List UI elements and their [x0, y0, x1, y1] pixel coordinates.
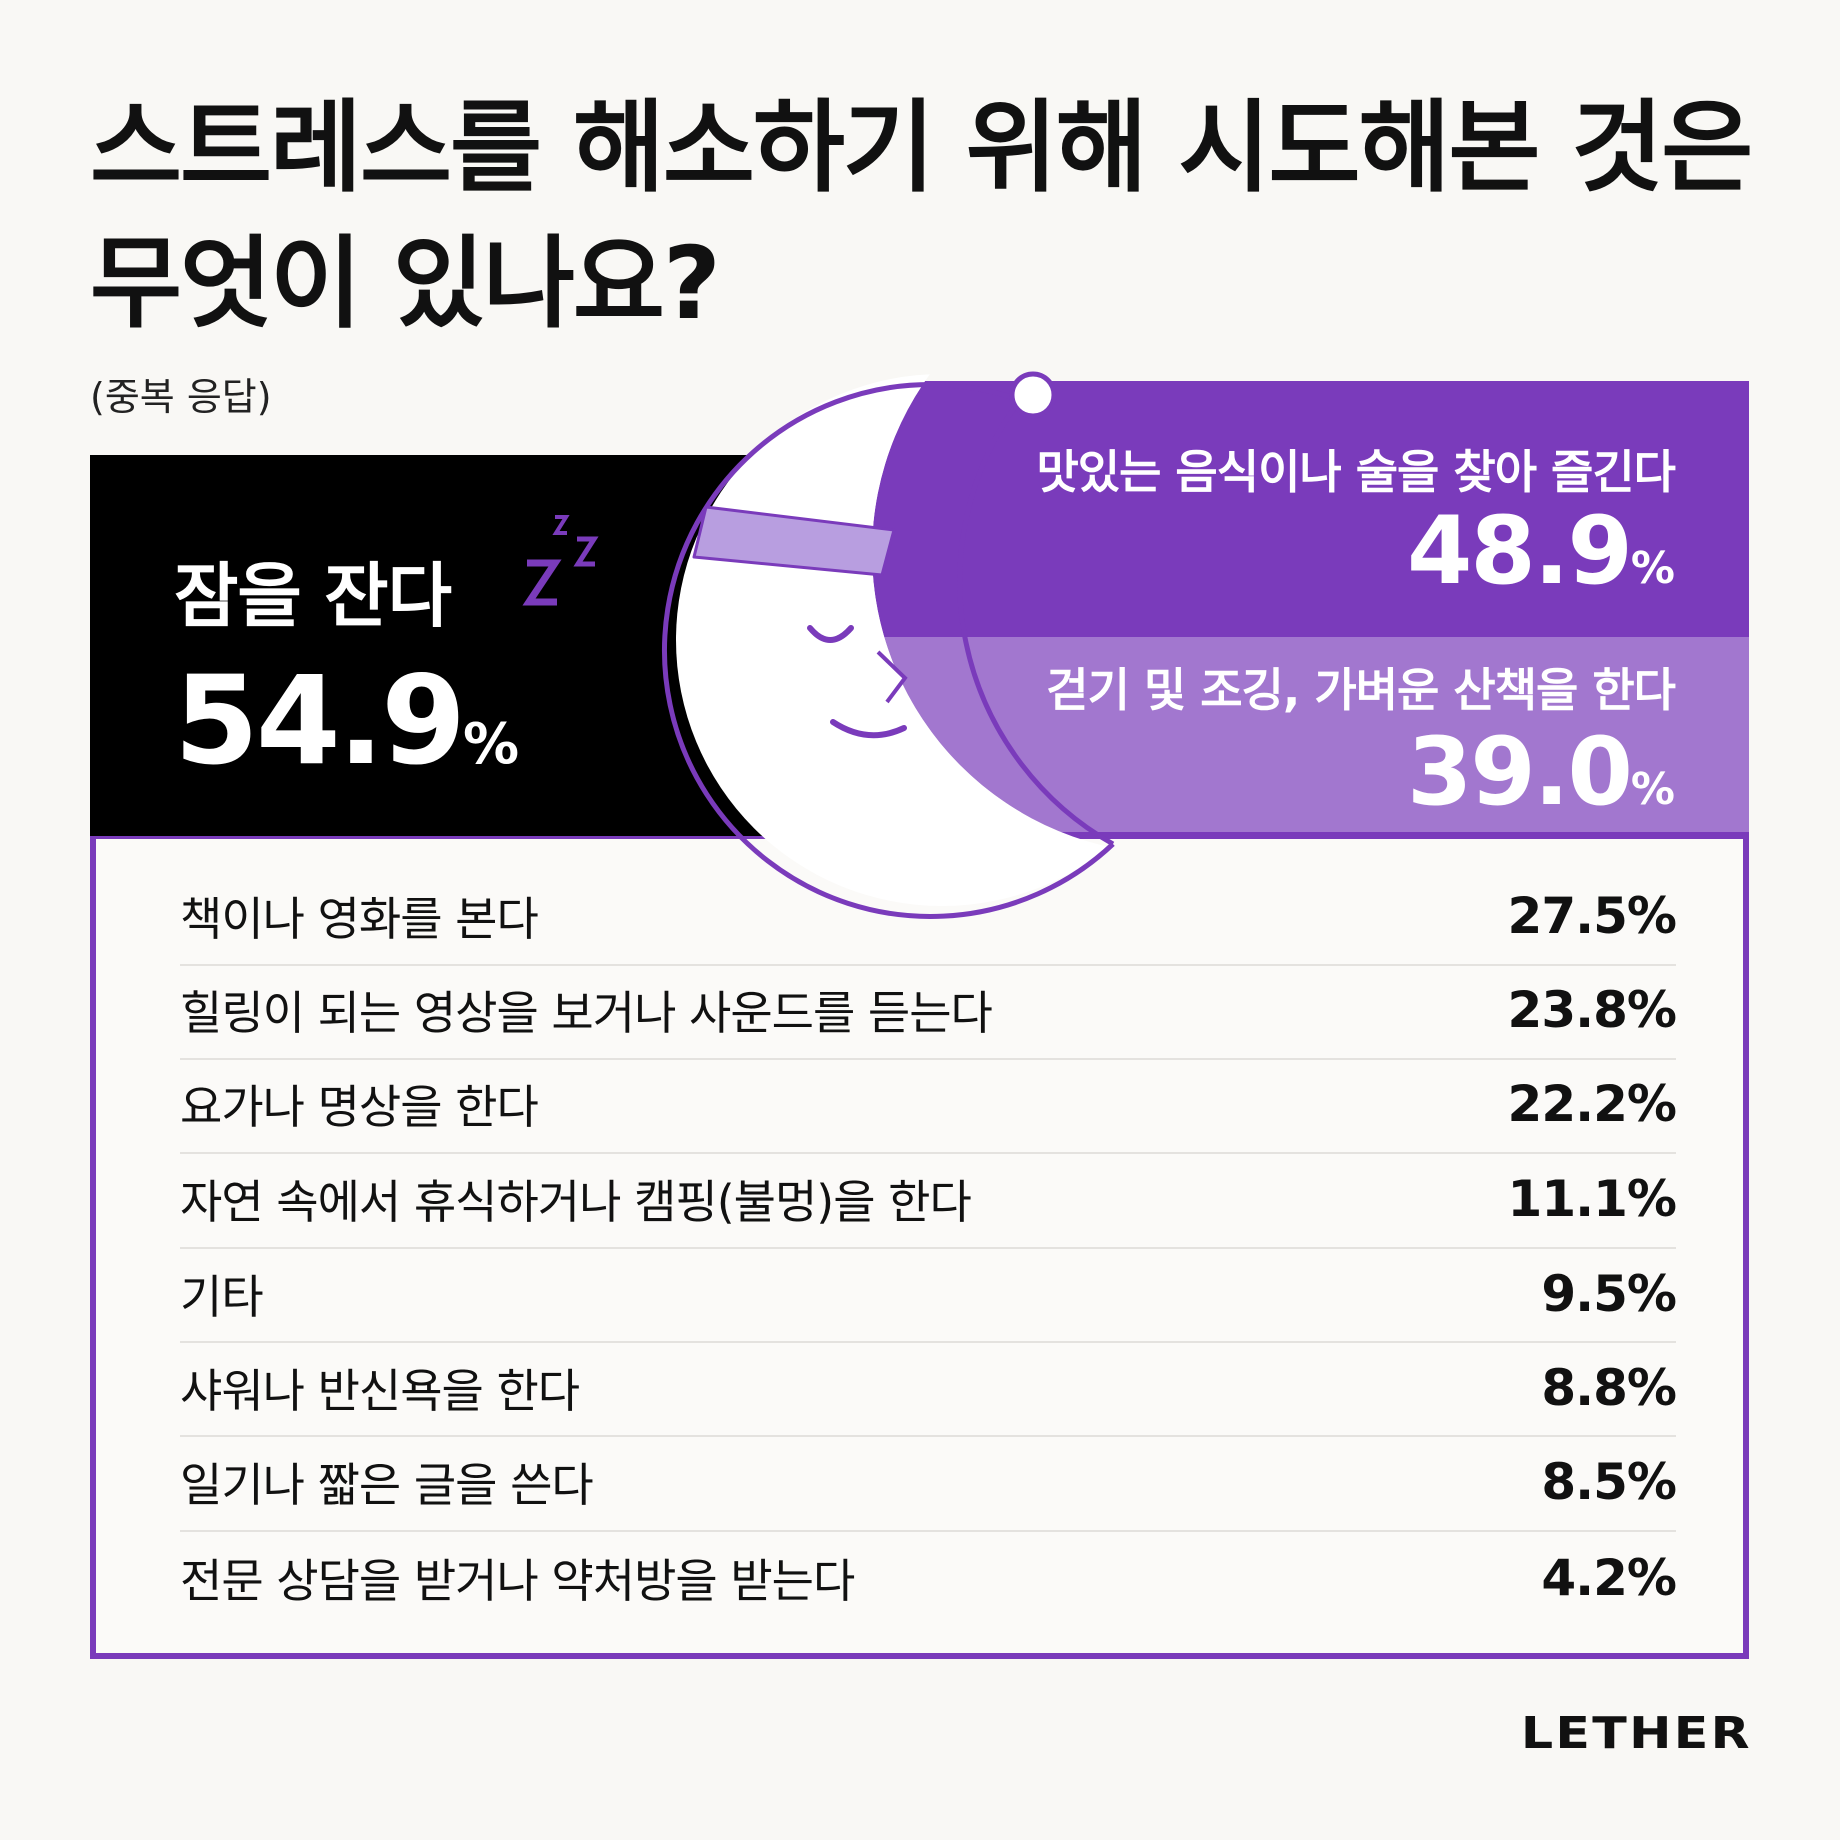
- list-item: 자연 속에서 휴식하거나 캠핑(불멍)을 한다 11.1%: [180, 1152, 1677, 1246]
- list-item: 책이나 영화를 본다 27.5%: [180, 869, 1677, 963]
- item-label: 책이나 영화를 본다: [180, 892, 539, 946]
- list-item: 전문 상담을 받거나 약처방을 받는다 4.2%: [180, 1531, 1677, 1625]
- mouth: [830, 719, 907, 739]
- page-title: 스트레스를 해소하기 위해 시도해본 것은 무엇이 있나요?: [90, 89, 1753, 342]
- list-item: 힐링이 되는 영상을 보거나 사운드를 듣는다 23.8%: [180, 963, 1677, 1057]
- zzz-sleep-icon: [522, 515, 599, 606]
- nightcap-ball: [1009, 371, 1057, 419]
- item-value: 23.8%: [1507, 981, 1677, 1039]
- item-label: 샤워나 반신욕을 한다: [180, 1364, 580, 1418]
- unit: %: [1630, 543, 1675, 594]
- item-value: 22.2%: [1507, 1075, 1677, 1133]
- eye: [807, 625, 854, 643]
- item-label: 자연 속에서 휴식하거나 캠핑(불멍)을 한다: [180, 1175, 972, 1229]
- value: 54.9: [174, 650, 466, 792]
- second-answer-value: 48.9%: [1407, 497, 1675, 606]
- top-answer-value: 54.9%: [174, 650, 519, 792]
- list-item: 샤워나 반신욕을 한다 8.8%: [180, 1341, 1677, 1435]
- unit: %: [1630, 764, 1675, 815]
- list-item: 기타 9.5%: [180, 1247, 1677, 1341]
- value: 39.0: [1406, 718, 1633, 827]
- list-item: 일기나 짧은 글을 쓴다 8.5%: [180, 1435, 1677, 1529]
- subtitle: (중복 응답): [90, 375, 272, 419]
- second-answer-label: 맛있는 음식이나 술을 찾아 즐긴다: [1036, 445, 1676, 499]
- item-label: 기타: [180, 1270, 264, 1324]
- item-value: 8.5%: [1541, 1453, 1677, 1511]
- item-label: 전문 상담을 받거나 약처방을 받는다: [180, 1554, 855, 1608]
- item-label: 요가나 명상을 한다: [180, 1080, 539, 1134]
- item-value: 8.8%: [1541, 1359, 1677, 1417]
- item-label: 힐링이 되는 영상을 보거나 사운드를 듣는다: [180, 986, 993, 1040]
- headband: [692, 505, 896, 577]
- unit: %: [463, 712, 520, 777]
- item-value: 11.1%: [1507, 1170, 1677, 1228]
- value: 48.9: [1406, 497, 1633, 606]
- brand-logo: LETHER: [1520, 1708, 1752, 1759]
- item-label: 일기나 짧은 글을 쓴다: [180, 1458, 594, 1512]
- top-answer-label: 잠을 잔다: [174, 555, 452, 637]
- list-item: 요가나 명상을 한다 22.2%: [180, 1057, 1677, 1151]
- third-answer-label: 걷기 및 조깅, 가벼운 산책을 한다: [1046, 663, 1676, 717]
- item-value: 9.5%: [1541, 1265, 1677, 1323]
- item-value: 4.2%: [1541, 1549, 1677, 1607]
- third-answer-value: 39.0%: [1407, 718, 1675, 827]
- item-value: 27.5%: [1507, 887, 1677, 945]
